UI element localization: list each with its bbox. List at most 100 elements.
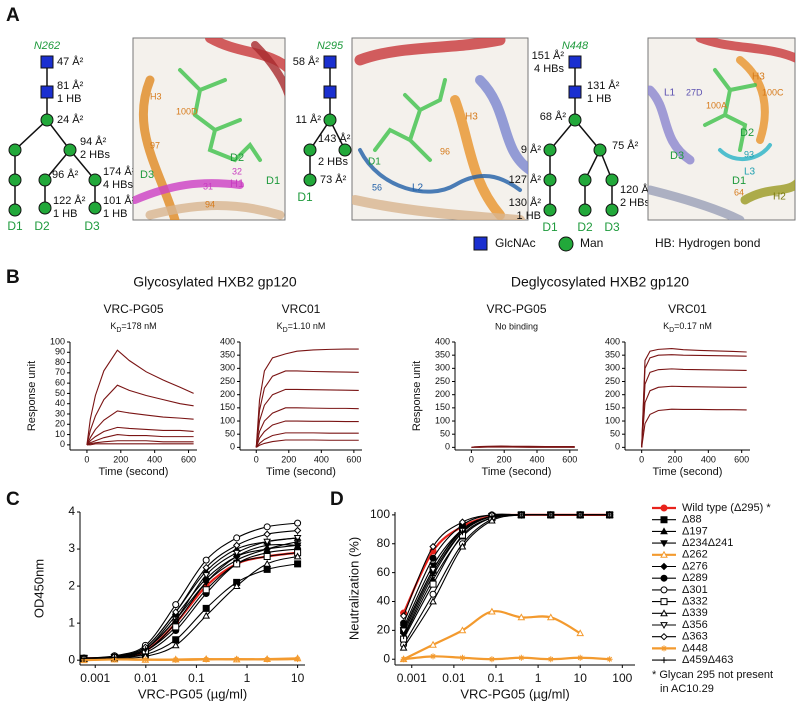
mannose (63, 143, 77, 157)
series-line (255, 420, 359, 448)
x-tick-label: 200 (281, 454, 296, 464)
area-label: 81 Å² (57, 79, 84, 92)
glcnac (40, 55, 54, 69)
y-tick-label: 200 (605, 389, 620, 399)
mannose (8, 143, 22, 157)
mannose (543, 143, 557, 157)
x-tick-label: 600 (181, 454, 196, 464)
hb-label: 2 HBs (80, 149, 110, 161)
marker (661, 645, 667, 652)
structure-label: 32 (232, 166, 242, 176)
marker (547, 656, 554, 663)
hb-label: 2 HBs (318, 156, 348, 168)
area-label: 24 Å² (57, 113, 84, 126)
y-tick-label: 350 (220, 350, 235, 360)
x-tick-label: 0 (639, 454, 644, 464)
mannose (543, 203, 557, 217)
marker (429, 542, 437, 551)
marker (202, 563, 210, 572)
series-line (255, 407, 359, 448)
marker (488, 607, 496, 615)
marker (400, 656, 407, 663)
footnote: * Glycan 295 not present (652, 669, 773, 681)
y-tick-label: 250 (435, 376, 450, 386)
group-title: Glycosylated HXB2 gp120 (133, 274, 297, 290)
marker (488, 656, 495, 663)
domain-label: D2 (34, 219, 50, 233)
area-label: 58 Å² (293, 55, 320, 68)
structure-label: 100A (706, 100, 727, 110)
domain-label: D3 (604, 220, 620, 234)
mannose (578, 203, 592, 217)
mannose (568, 113, 582, 127)
structure-label: 97 (150, 140, 160, 150)
y-tick-label: 200 (220, 389, 235, 399)
chart-title: VRC01 (668, 302, 707, 316)
y-tick-label: 400 (605, 336, 620, 346)
x-tick-label: 600 (346, 454, 361, 464)
y-tick-label: 350 (605, 350, 620, 360)
domain-label: D2 (577, 220, 593, 234)
mannose (593, 143, 607, 157)
structure-label: D2 (230, 152, 244, 164)
mannose (38, 201, 52, 215)
x-tick-label: 0.01 (134, 671, 158, 685)
y-tick-label: 200 (435, 389, 450, 399)
area-label: 143 Å² (318, 132, 351, 145)
mannose (40, 113, 54, 127)
marker (399, 627, 408, 635)
marker (660, 516, 668, 524)
series-line (86, 384, 194, 445)
series-line (83, 544, 298, 659)
mannose (8, 173, 22, 187)
subtitle-part: K (110, 321, 116, 331)
structure-label: 100C (762, 87, 784, 97)
glcnac (40, 85, 54, 99)
marker (202, 572, 211, 580)
y-tick-label: 4 (68, 504, 75, 518)
x-tick-label: 400 (701, 454, 716, 464)
chart-subtitle: KD=1.10 nM (277, 321, 326, 333)
structure-label: D3 (670, 150, 684, 162)
y-tick-label: 50 (440, 429, 450, 439)
series-line (86, 410, 194, 446)
x-tick-label: 0.1 (488, 671, 505, 685)
ribbons (133, 38, 285, 220)
marker (293, 526, 302, 535)
marker (233, 534, 241, 542)
y-tick-label: 80 (377, 536, 391, 550)
glcnac (568, 85, 582, 99)
structure-label: 96 (440, 146, 450, 156)
marker (203, 579, 210, 586)
x-tick-label: 200 (667, 454, 682, 464)
x-tick-label: 10 (574, 671, 588, 685)
series-line (86, 434, 194, 446)
subtitle-part: D (116, 327, 121, 334)
panel-letter: A (6, 5, 20, 26)
glycan-tree: N262 47 Å² 81 Å² 1 HB 24 Å² 94 Å² 2 HBs … (7, 40, 135, 233)
marker (294, 560, 302, 568)
area-label: 101 Å² (103, 194, 136, 207)
x-axis-label: Time (second) (99, 466, 169, 478)
structure-label: H1 (230, 178, 244, 190)
marker (547, 511, 554, 518)
area-label: 127 Å² (509, 173, 542, 186)
glcnac (568, 55, 582, 69)
y-tick-label: 1 (68, 615, 75, 629)
group-title: Deglycosylated HXB2 gp120 (511, 274, 689, 290)
area-label: 9 Å² (521, 143, 542, 156)
marker (232, 582, 241, 589)
x-tick-label: 1 (244, 671, 251, 685)
marker (202, 611, 211, 619)
ribbons (648, 38, 795, 220)
structure-label: L1 (664, 88, 676, 99)
x-tick-label: 0 (84, 454, 89, 464)
mannose (38, 173, 52, 187)
legend-label: Δ363 (682, 631, 708, 643)
y-tick-label: 90 (55, 347, 65, 357)
marker (429, 640, 437, 648)
series-line (641, 368, 747, 448)
y-tick-label: 40 (55, 398, 65, 408)
x-tick-label: 400 (314, 454, 329, 464)
